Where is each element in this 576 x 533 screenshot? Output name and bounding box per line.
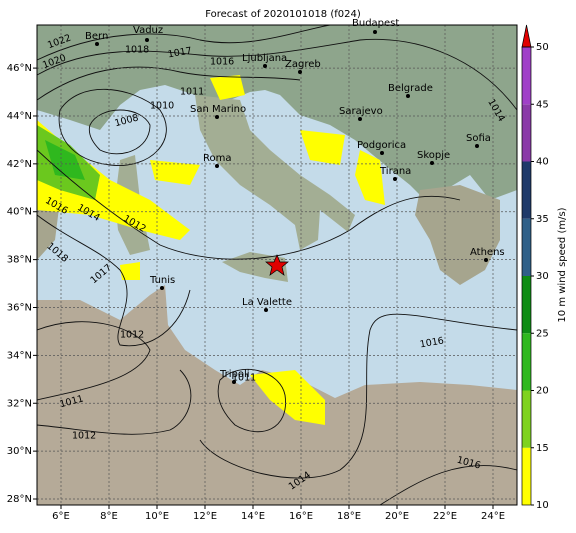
x-tick-label: 10°E [145, 511, 169, 522]
city-dot [160, 286, 164, 290]
city-label: San Marino [190, 104, 246, 115]
isobar-label: 1017 [167, 45, 193, 60]
colorbar-tick-label: 50 [536, 42, 549, 53]
city-dot [430, 161, 434, 165]
isobar-label: 1010 [150, 101, 174, 112]
city-dot [95, 42, 99, 46]
city-dot [380, 151, 384, 155]
isobar-label: 1018 [125, 45, 149, 56]
cities: Bern Vaduz Budapest Ljubljana Zagreb San… [85, 18, 505, 384]
city-dot [215, 164, 219, 168]
colorbar-tick-label: 30 [536, 271, 549, 282]
colorbar-tick-label: 25 [536, 328, 549, 339]
x-tick-label: 18°E [337, 511, 361, 522]
y-tick-label: 30°N [7, 446, 32, 457]
isobar-label: 1012 [120, 330, 144, 341]
isobar-label: 1012 [72, 431, 96, 442]
isobar-label: 1016 [210, 57, 234, 68]
city-dot [393, 177, 397, 181]
city-label: Athens [470, 247, 505, 258]
x-tick-label: 12°E [193, 511, 217, 522]
colorbar-segment [522, 333, 531, 391]
x-tick-label: 6°E [52, 511, 70, 522]
city-label: Skopje [417, 150, 450, 161]
colorbar-segment [522, 47, 531, 105]
isobar-label: 1011 [180, 87, 204, 98]
city-label: Zagreb [285, 59, 321, 70]
colorbar-tick-label: 20 [536, 386, 549, 397]
y-tick-label: 44°N [7, 111, 32, 122]
city-dot [358, 117, 362, 121]
graticule: 6°E 8°E 10°E 12°E 14°E 16°E 18°E 20°E 22°E 24°E 28… [7, 25, 517, 522]
colorbar-segment [522, 447, 531, 505]
isobar-label: 1016 [419, 335, 445, 350]
map-frame [36, 24, 518, 506]
city-label: Podgorica [357, 140, 406, 151]
city-label: Roma [203, 153, 232, 164]
colorbar-label: 10 m wind speed (m/s) [557, 207, 568, 322]
city-dot [475, 144, 479, 148]
y-tick-label: 40°N [7, 207, 32, 218]
city-label: Bern [85, 31, 108, 42]
city-dot [406, 94, 410, 98]
map-title: Forecast of 2020101018 (f024) [205, 9, 361, 20]
city-label: Belgrade [388, 83, 433, 94]
y-tick-label: 34°N [7, 350, 32, 361]
colorbar-tick-label: 35 [536, 214, 549, 225]
city-label: Budapest [352, 18, 399, 29]
x-tick-label: 20°E [385, 511, 409, 522]
x-tick-label: 24°E [481, 511, 505, 522]
city-dot [264, 308, 268, 312]
x-tick-label: 8°E [100, 511, 118, 522]
colorbar-tick-label: 45 [536, 99, 549, 110]
x-tick-label: 22°E [433, 511, 457, 522]
colorbar-segment [522, 161, 531, 219]
city-label: Tirana [379, 166, 411, 177]
y-tick-label: 38°N [7, 255, 32, 266]
city-label: La Valette [242, 297, 292, 308]
city-dot [232, 380, 236, 384]
x-tick-label: 14°E [241, 511, 265, 522]
city-dot [215, 115, 219, 119]
city-label: Sofia [466, 133, 491, 144]
city-label: Sarajevo [339, 106, 383, 117]
y-tick-label: 42°N [7, 159, 32, 170]
city-dot [263, 64, 267, 68]
city-dot [373, 30, 377, 34]
event-star [265, 254, 289, 276]
colorbar-segment [522, 276, 531, 334]
colorbar-segment [522, 218, 531, 276]
colorbar-extend [521, 24, 532, 48]
city-label: Tunis [149, 275, 175, 286]
colorbar-segment [522, 104, 531, 162]
y-tick-label: 36°N [7, 302, 32, 313]
y-tick-label: 46°N [7, 63, 32, 74]
city-label: Ljubljana [242, 53, 287, 64]
city-dot [145, 38, 149, 42]
colorbar: 10 15 20 25 30 35 40 45 50 [521, 24, 549, 511]
city-dot [484, 258, 488, 262]
colorbar-tick-label: 15 [536, 443, 549, 454]
colorbar-tick-label: 40 [536, 157, 549, 168]
x-tick-label: 16°E [289, 511, 313, 522]
isobar-label: 1011 [232, 373, 256, 384]
y-tick-label: 32°N [7, 398, 32, 409]
colorbar-tick-label: 10 [536, 500, 549, 511]
city-label: Vaduz [133, 25, 163, 36]
city-dot [298, 70, 302, 74]
city-label: Tripoli [219, 369, 250, 380]
y-tick-label: 28°N [7, 494, 32, 505]
colorbar-segment [522, 390, 531, 448]
